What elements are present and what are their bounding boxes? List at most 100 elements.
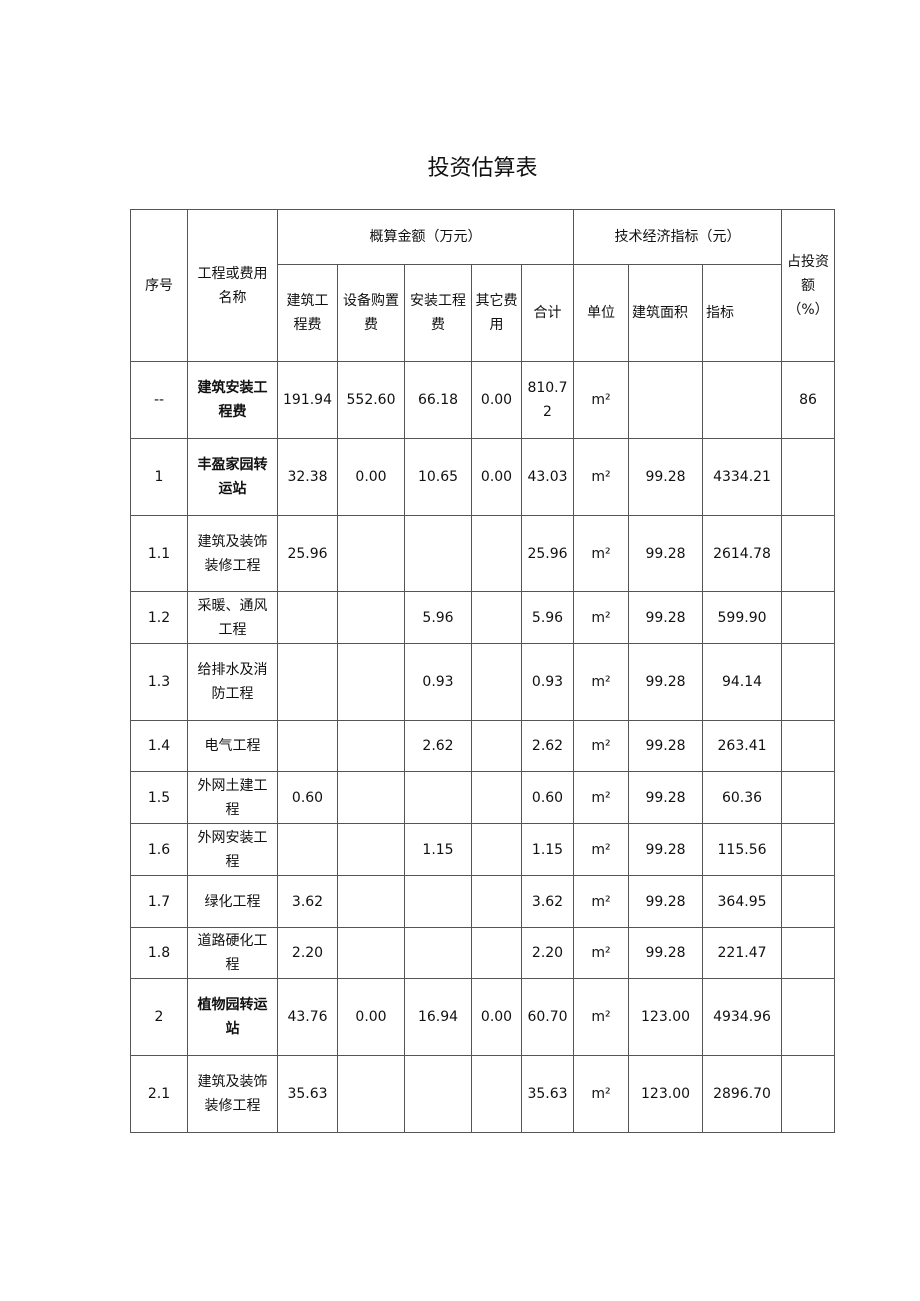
header-col: 其它费用 <box>471 264 522 362</box>
table-row: 1.3 给排水及消防工程 0.93 0.93 m² 99.28 94.14 <box>130 643 836 721</box>
cell: 25.96 <box>520 515 575 592</box>
cell: m² <box>573 438 630 516</box>
cell: 35.63 <box>520 1055 575 1133</box>
cell <box>404 771 472 824</box>
cell <box>277 591 338 644</box>
cell: 99.28 <box>628 438 704 516</box>
header-tech: 技术经济指标（元） <box>573 209 783 265</box>
cell <box>404 515 472 592</box>
cell: 221.47 <box>702 927 783 979</box>
cell: 2.62 <box>404 720 472 772</box>
row-no: 2.1 <box>130 1055 188 1133</box>
cell: 10.65 <box>404 438 472 516</box>
cell <box>781 927 836 979</box>
cell: 0.93 <box>520 643 575 721</box>
cell: 115.56 <box>702 823 783 876</box>
cell: 0.60 <box>520 771 575 824</box>
cell <box>471 927 522 979</box>
cell <box>404 1055 472 1133</box>
cell: m² <box>573 875 630 928</box>
cell: 810.72 <box>520 361 575 439</box>
cell: 0.00 <box>471 438 522 516</box>
cell: 123.00 <box>628 978 704 1056</box>
cell <box>277 643 338 721</box>
cell: 3.62 <box>520 875 575 928</box>
cell <box>781 515 836 592</box>
row-name: 绿化工程 <box>187 875 278 928</box>
cell <box>337 771 405 824</box>
cell <box>471 643 522 721</box>
table-row: 1.1 建筑及装饰装修工程 25.96 25.96 m² 99.28 2614.78 <box>130 515 836 592</box>
cell <box>404 927 472 979</box>
header-col: 安装工程费 <box>404 264 472 362</box>
cell <box>404 875 472 928</box>
cell: 86 <box>781 361 836 439</box>
table-row: 1 丰盈家园转运站 32.38 0.00 10.65 0.00 43.03 m² 99.28 43… <box>130 438 836 516</box>
cell <box>471 823 522 876</box>
cell: 43.76 <box>277 978 338 1056</box>
cell: 94.14 <box>702 643 783 721</box>
table-row: 1.7 绿化工程 3.62 3.62 m² 99.28 364.95 <box>130 875 836 928</box>
cell: m² <box>573 361 630 439</box>
cell: 0.00 <box>337 438 405 516</box>
row-name: 建筑及装饰装修工程 <box>187 1055 278 1133</box>
cell: 2.20 <box>520 927 575 979</box>
table-row: 1.8 道路硬化工程 2.20 2.20 m² 99.28 221.47 <box>130 927 836 979</box>
cell: 0.00 <box>471 978 522 1056</box>
cell <box>337 823 405 876</box>
cell: 99.28 <box>628 771 704 824</box>
cell: 2.62 <box>520 720 575 772</box>
cell: m² <box>573 978 630 1056</box>
row-name: 电气工程 <box>187 720 278 772</box>
header-estimate: 概算金额（万元） <box>276 209 575 265</box>
cell: 4934.96 <box>702 978 783 1056</box>
cell <box>781 643 836 721</box>
header-col: 建筑面积 <box>628 264 704 362</box>
cell: 123.00 <box>628 1055 704 1133</box>
row-name: 建筑安装工程费 <box>187 361 278 439</box>
cell <box>337 591 405 644</box>
cell: 99.28 <box>628 515 704 592</box>
cell: 3.62 <box>277 875 338 928</box>
cell: 0.00 <box>471 361 522 439</box>
cell: m² <box>573 720 630 772</box>
cell: 5.96 <box>404 591 472 644</box>
row-no: 1.2 <box>130 591 188 644</box>
cell <box>781 875 836 928</box>
cell: 599.90 <box>702 591 783 644</box>
cell <box>471 591 522 644</box>
cell: 99.28 <box>628 875 704 928</box>
row-name: 丰盈家园转运站 <box>187 438 278 516</box>
cell <box>337 643 405 721</box>
header-col: 建筑工程费 <box>277 264 338 362</box>
row-no: -- <box>130 361 188 439</box>
row-name: 外网安装工程 <box>187 823 278 876</box>
cell <box>471 1055 522 1133</box>
cell: 60.36 <box>702 771 783 824</box>
row-name: 给排水及消防工程 <box>187 643 278 721</box>
cell <box>337 927 405 979</box>
cell: 99.28 <box>628 643 704 721</box>
cell: 0.60 <box>277 771 338 824</box>
cell: 43.03 <box>520 438 575 516</box>
cell: 0.93 <box>404 643 472 721</box>
cell <box>781 823 836 876</box>
cell <box>471 771 522 824</box>
cell: 2.20 <box>277 927 338 979</box>
row-no: 1.1 <box>130 515 188 592</box>
cell: 2614.78 <box>702 515 783 592</box>
row-no: 1.4 <box>130 720 188 772</box>
cell: m² <box>573 771 630 824</box>
row-no: 1.5 <box>130 771 188 824</box>
cell <box>781 720 836 772</box>
row-no: 1 <box>130 438 188 516</box>
header-col: 指标 <box>702 264 783 362</box>
cell <box>337 515 405 592</box>
table-row: 2 植物园转运站 43.76 0.00 16.94 0.00 60.70 m² 123.00 49… <box>130 978 836 1056</box>
row-no: 1.8 <box>130 927 188 979</box>
cell <box>471 720 522 772</box>
cell: 25.96 <box>277 515 338 592</box>
cell: 1.15 <box>520 823 575 876</box>
cell: 4334.21 <box>702 438 783 516</box>
